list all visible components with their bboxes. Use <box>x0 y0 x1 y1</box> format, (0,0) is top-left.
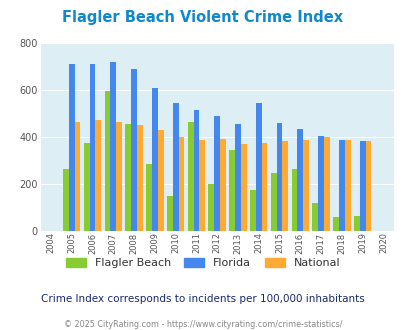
Bar <box>338 140 344 231</box>
Bar <box>220 139 225 231</box>
Bar <box>297 129 303 231</box>
Bar <box>214 116 220 231</box>
Bar <box>208 184 214 231</box>
Bar <box>131 69 136 231</box>
Text: © 2025 CityRating.com - https://www.cityrating.com/crime-statistics/: © 2025 CityRating.com - https://www.city… <box>64 320 341 329</box>
Bar <box>255 103 261 231</box>
Bar <box>146 164 151 231</box>
Bar <box>116 122 122 231</box>
Bar <box>303 140 308 231</box>
Text: Crime Index corresponds to incidents per 100,000 inhabitants: Crime Index corresponds to incidents per… <box>41 294 364 304</box>
Bar <box>318 136 323 231</box>
Bar <box>172 103 178 231</box>
Bar <box>75 122 80 231</box>
Bar <box>353 216 359 231</box>
Bar <box>229 150 234 231</box>
Bar <box>187 122 193 231</box>
Bar <box>95 120 101 231</box>
Bar <box>291 169 297 231</box>
Text: Flagler Beach Violent Crime Index: Flagler Beach Violent Crime Index <box>62 10 343 25</box>
Bar <box>276 123 282 231</box>
Bar <box>282 141 288 231</box>
Bar <box>178 137 184 231</box>
Bar <box>344 140 350 231</box>
Bar <box>90 64 95 231</box>
Bar <box>364 141 371 231</box>
Bar <box>125 124 131 231</box>
Legend: Flagler Beach, Florida, National: Flagler Beach, Florida, National <box>61 253 344 272</box>
Bar <box>323 137 329 231</box>
Bar <box>261 143 267 231</box>
Bar <box>136 125 143 231</box>
Bar <box>151 87 158 231</box>
Bar <box>166 196 172 231</box>
Bar <box>234 124 240 231</box>
Bar <box>104 91 110 231</box>
Bar <box>83 143 90 231</box>
Bar <box>69 64 75 231</box>
Bar <box>311 203 318 231</box>
Bar <box>240 145 246 231</box>
Bar <box>249 190 255 231</box>
Bar <box>199 140 205 231</box>
Bar <box>158 130 163 231</box>
Bar <box>110 62 116 231</box>
Bar <box>193 110 199 231</box>
Bar <box>270 173 276 231</box>
Bar <box>333 217 338 231</box>
Bar <box>63 169 69 231</box>
Bar <box>359 141 364 231</box>
